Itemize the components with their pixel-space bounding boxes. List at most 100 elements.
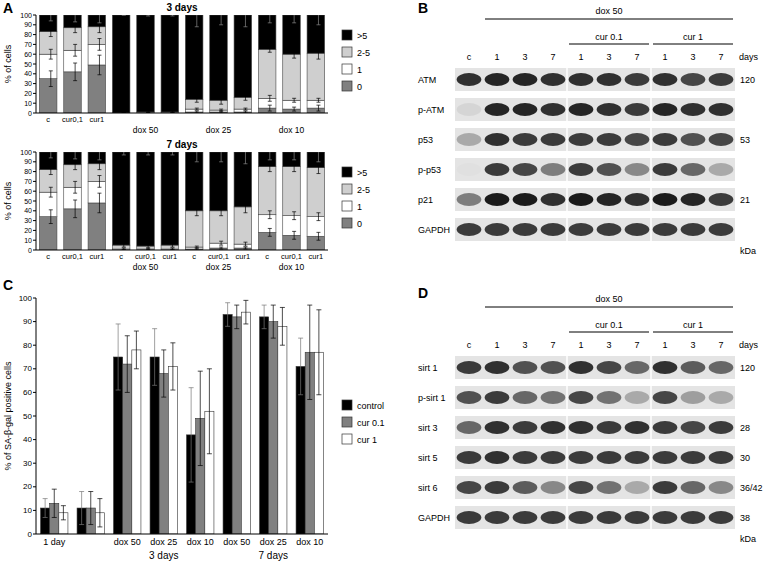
band xyxy=(457,223,482,236)
bar-segment xyxy=(64,50,82,72)
bar-segment xyxy=(112,245,130,249)
band xyxy=(513,391,538,404)
error-bar xyxy=(219,247,223,249)
bar-segment xyxy=(64,165,82,188)
lane-separator xyxy=(566,446,568,469)
y-tick-label: 60 xyxy=(24,188,32,195)
y-tick-label: 90 xyxy=(24,21,32,28)
error-bar xyxy=(243,242,247,246)
y-tick-label: 80 xyxy=(24,168,32,175)
y-tick-label: 40 xyxy=(23,435,32,444)
y-tick xyxy=(33,210,36,211)
plot-area xyxy=(39,15,324,113)
bar-segment xyxy=(234,207,252,244)
band xyxy=(457,103,482,116)
bar-segment xyxy=(234,152,252,207)
bar-segment xyxy=(88,181,106,203)
bar-segment xyxy=(185,211,203,247)
x-group-label: dox 25 xyxy=(206,125,232,135)
size-label: 53 xyxy=(740,135,750,145)
x-tick-label: dox 50 xyxy=(114,537,141,547)
bar-segment xyxy=(234,15,252,97)
band xyxy=(597,451,622,464)
y-tick xyxy=(33,15,36,16)
y-axis-label: % of SA-β-gal positive cells xyxy=(3,361,13,471)
y-tick xyxy=(33,416,36,417)
lane-separator xyxy=(650,98,652,121)
band xyxy=(653,163,678,176)
bar xyxy=(159,374,168,534)
y-tick-label: 100 xyxy=(20,149,32,156)
error-bar xyxy=(292,152,296,160)
error-bar xyxy=(49,49,53,59)
bar-segment xyxy=(185,15,203,99)
band xyxy=(541,421,566,434)
lane-label: 7 xyxy=(634,340,639,350)
bar-segment xyxy=(39,54,57,78)
error-bar xyxy=(225,303,230,327)
band xyxy=(709,223,734,236)
band xyxy=(709,361,734,374)
bar-segment xyxy=(307,236,325,250)
band xyxy=(709,451,734,464)
band xyxy=(569,361,594,374)
band xyxy=(457,133,482,146)
band xyxy=(457,73,482,86)
error-bar xyxy=(280,307,285,345)
lane-separator xyxy=(566,356,568,379)
bar-segment xyxy=(64,152,82,165)
treatment-label: dox 50 xyxy=(595,294,622,304)
y-tick xyxy=(33,486,36,487)
legend-label: cur 0.1 xyxy=(357,418,385,428)
legend-label: 2-5 xyxy=(357,48,370,58)
y-tick xyxy=(33,181,36,182)
bar-segment xyxy=(210,243,228,248)
lane-separator xyxy=(650,128,652,151)
y-tick-label: 0 xyxy=(28,530,33,539)
band xyxy=(681,133,706,146)
error-bar xyxy=(122,243,126,247)
band xyxy=(569,223,594,236)
y-tick xyxy=(33,201,36,202)
y-tick-label: 70 xyxy=(24,41,32,48)
bar-segment xyxy=(283,216,301,236)
lane-separator xyxy=(566,128,568,151)
bracket xyxy=(653,332,733,333)
error-bar xyxy=(292,15,296,23)
blot-strip xyxy=(455,218,735,241)
bar-segment xyxy=(112,15,130,113)
error-bar xyxy=(195,206,199,216)
row-label: GAPDH xyxy=(418,513,450,523)
bar-segment xyxy=(161,152,179,245)
lane-separator xyxy=(650,188,652,211)
y-tick-label: 10 xyxy=(23,506,32,515)
bar-segment xyxy=(307,15,325,53)
lane-separator xyxy=(566,416,568,439)
y-tick xyxy=(33,103,36,104)
band xyxy=(513,421,538,434)
bar-segment xyxy=(307,152,325,168)
treatment-label: dox 50 xyxy=(595,6,622,16)
band xyxy=(681,511,706,524)
x-tick-label: c xyxy=(46,115,50,124)
x-tick-label: dox 50 xyxy=(223,537,250,547)
band xyxy=(625,133,650,146)
band xyxy=(597,481,622,494)
bar xyxy=(278,326,287,534)
error-bar xyxy=(195,246,199,248)
legend-label: 1 xyxy=(357,202,362,212)
panel-letter: D xyxy=(418,285,428,301)
x-axis xyxy=(36,250,328,251)
x-tick-label: c xyxy=(192,252,196,261)
error-bar xyxy=(207,369,212,454)
band xyxy=(513,511,538,524)
lane-unit: days xyxy=(739,52,759,62)
error-bar xyxy=(79,492,84,525)
error-bar xyxy=(268,105,272,111)
y-tick-label: 10 xyxy=(24,237,32,244)
legend-swatch xyxy=(342,218,352,228)
band xyxy=(597,391,622,404)
band xyxy=(681,193,706,206)
x-group-label: dox 10 xyxy=(279,262,305,272)
y-tick xyxy=(33,64,36,65)
